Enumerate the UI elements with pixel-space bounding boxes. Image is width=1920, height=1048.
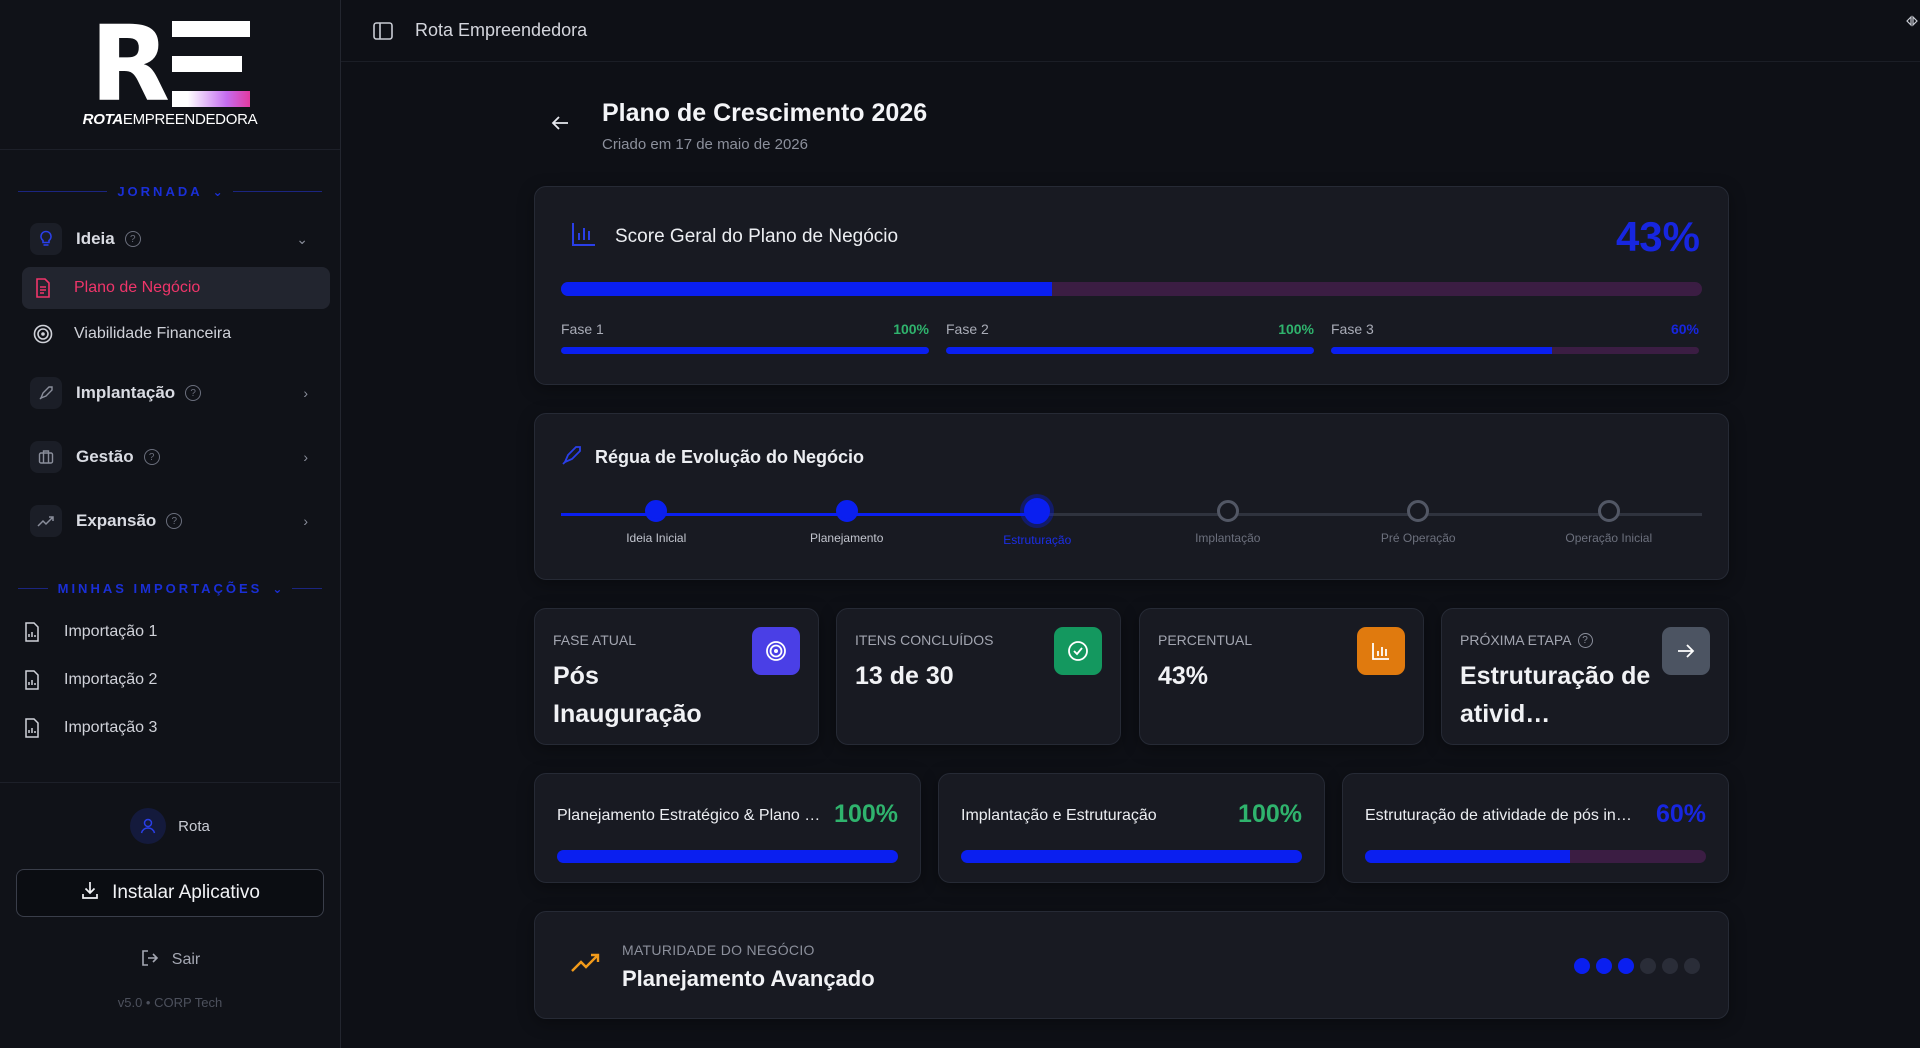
user-profile[interactable]: Rota [0, 783, 340, 869]
download-icon [80, 880, 100, 906]
bar-chart-icon [571, 221, 597, 252]
trending-up-icon [30, 505, 62, 537]
phase-card[interactable]: Implantação e Estruturação 100% [938, 773, 1325, 883]
maturity-dot [1596, 958, 1612, 974]
maturity-dot [1662, 958, 1678, 974]
evolution-step[interactable]: Ideia Inicial [596, 500, 716, 545]
evolution-ruler-card: Régua de Evolução do Negócio Ideia Inici… [534, 413, 1729, 580]
logo-text: ROTAEMPREENDEDORA [82, 111, 258, 128]
topbar: Rota Empreendedora [341, 0, 1920, 62]
nav-group-expansao[interactable]: Expansão ? › [18, 497, 322, 545]
topbar-title: Rota Empreendedora [415, 20, 588, 40]
stat-itens-concluidos: ITENS CONCLUÍDOS 13 de 30 [836, 608, 1121, 745]
import-item[interactable]: Importação 3 [18, 704, 322, 752]
file-chart-icon [22, 718, 42, 738]
help-icon[interactable]: ? [166, 513, 183, 529]
nav-group-ideia[interactable]: Ideia ? ⌄ [18, 215, 322, 263]
logout-button[interactable]: Sair [0, 937, 340, 983]
phase-3-progress: Fase 3 60% [1331, 321, 1699, 354]
maturity-dot [1618, 958, 1634, 974]
nav-group-gestao[interactable]: Gestão ? › [18, 433, 322, 481]
briefcase-icon [30, 441, 62, 473]
step-label: Pré Operação [1380, 531, 1456, 545]
maturity-dot [1684, 958, 1700, 974]
section-importacoes[interactable]: MINHAS IMPORTAÇÕES ⌄ [18, 581, 322, 596]
file-chart-icon [22, 622, 42, 642]
rocket-icon [561, 444, 583, 471]
sidebar: R ROTAEMPREENDEDORA JORNADA ⌄ Ideia ? ⌄ [0, 0, 341, 1048]
install-app-button[interactable]: Instalar Aplicativo [16, 869, 324, 917]
document-icon [32, 277, 54, 299]
step-dot [1407, 500, 1430, 522]
phase-card[interactable]: Planejamento Estratégico & Plano de Negó… [534, 773, 921, 883]
help-icon[interactable]: ? [143, 449, 160, 465]
main-area: Rota Empreendedora Plano de Crescimento … [341, 0, 1920, 1048]
version-label: v5.0 • CORP Tech [117, 995, 223, 1010]
evolution-step[interactable]: Implantação [1168, 500, 1288, 545]
maturity-dot [1640, 958, 1656, 974]
phase-1-progress: Fase 1 100% [561, 321, 929, 354]
import-item[interactable]: Importação 1 [18, 608, 322, 656]
bar-chart-icon [1357, 627, 1405, 675]
evolution-step[interactable]: Planejamento [787, 500, 907, 545]
score-card: Score Geral do Plano de Negócio 43% Fase… [534, 186, 1729, 385]
maturity-card: MATURIDADE DO NEGÓCIO Planejamento Avanç… [534, 911, 1729, 1019]
step-label: Operação Inicial [1565, 531, 1653, 545]
stat-percentual: PERCENTUAL 43% [1139, 608, 1424, 745]
score-value: 43% [1615, 213, 1700, 260]
step-dot [835, 500, 858, 522]
evolution-step[interactable]: Operação Inicial [1549, 500, 1669, 545]
target-icon [752, 627, 800, 675]
user-icon [130, 808, 167, 844]
import-item[interactable]: Importação 2 [18, 656, 322, 704]
resize-icon[interactable] [1906, 14, 1918, 33]
step-dot [1024, 498, 1051, 524]
file-chart-icon [22, 670, 42, 690]
chevron-right-icon: › [303, 449, 308, 465]
rocket-icon [30, 377, 62, 409]
phase-2-progress: Fase 2 100% [946, 321, 1314, 354]
target-icon [32, 323, 54, 345]
check-circle-icon [1054, 627, 1102, 675]
maturity-level-dots [1574, 958, 1700, 974]
arrow-right-icon[interactable] [1662, 627, 1710, 675]
page-title: Plano de Crescimento 2026 [602, 99, 928, 127]
evolution-step[interactable]: Estruturação [977, 498, 1097, 547]
phase-card[interactable]: Estruturação de atividade de pós inaugur… [1342, 773, 1729, 883]
nav-group-implantacao[interactable]: Implantação ? › [18, 369, 322, 417]
help-icon[interactable]: ? [1577, 632, 1593, 648]
stat-fase-atual: FASE ATUAL Pós Inauguração [534, 608, 819, 745]
step-dot [1216, 500, 1239, 522]
step-label: Estruturação [1003, 533, 1072, 547]
help-icon[interactable]: ? [185, 385, 202, 401]
maturity-dot [1574, 958, 1590, 974]
step-dot [645, 500, 668, 522]
step-label: Planejamento [810, 531, 884, 545]
logo[interactable]: R ROTAEMPREENDEDORA [0, 0, 340, 150]
chevron-right-icon: › [303, 513, 308, 529]
help-icon[interactable]: ? [124, 231, 141, 247]
stat-proxima-etapa: PRÓXIMA ETAPA? Estruturação de ativid… [1441, 608, 1729, 745]
score-progress [561, 282, 1702, 296]
section-jornada[interactable]: JORNADA ⌄ [18, 184, 323, 199]
chevron-down-icon: ⌄ [272, 581, 283, 596]
logout-icon [140, 948, 160, 973]
lightbulb-icon [30, 223, 62, 255]
step-label: Implantação [1195, 531, 1261, 545]
evolution-step[interactable]: Pré Operação [1358, 500, 1478, 545]
nav-item-viabilidade-financeira[interactable]: Viabilidade Financeira [22, 313, 330, 355]
sidebar-toggle-icon[interactable] [371, 19, 395, 43]
trending-up-icon [571, 952, 601, 979]
chevron-right-icon: › [303, 385, 308, 401]
chevron-down-icon: ⌄ [212, 184, 223, 199]
page-subtitle: Criado em 17 de maio de 2026 [602, 136, 808, 153]
chevron-down-icon: ⌄ [296, 230, 308, 247]
nav-item-plano-de-negocio[interactable]: Plano de Negócio [22, 267, 330, 309]
step-label: Ideia Inicial [626, 531, 687, 545]
step-dot [1597, 500, 1620, 522]
back-arrow-icon[interactable] [548, 111, 572, 135]
logo-mark: R [90, 12, 250, 116]
